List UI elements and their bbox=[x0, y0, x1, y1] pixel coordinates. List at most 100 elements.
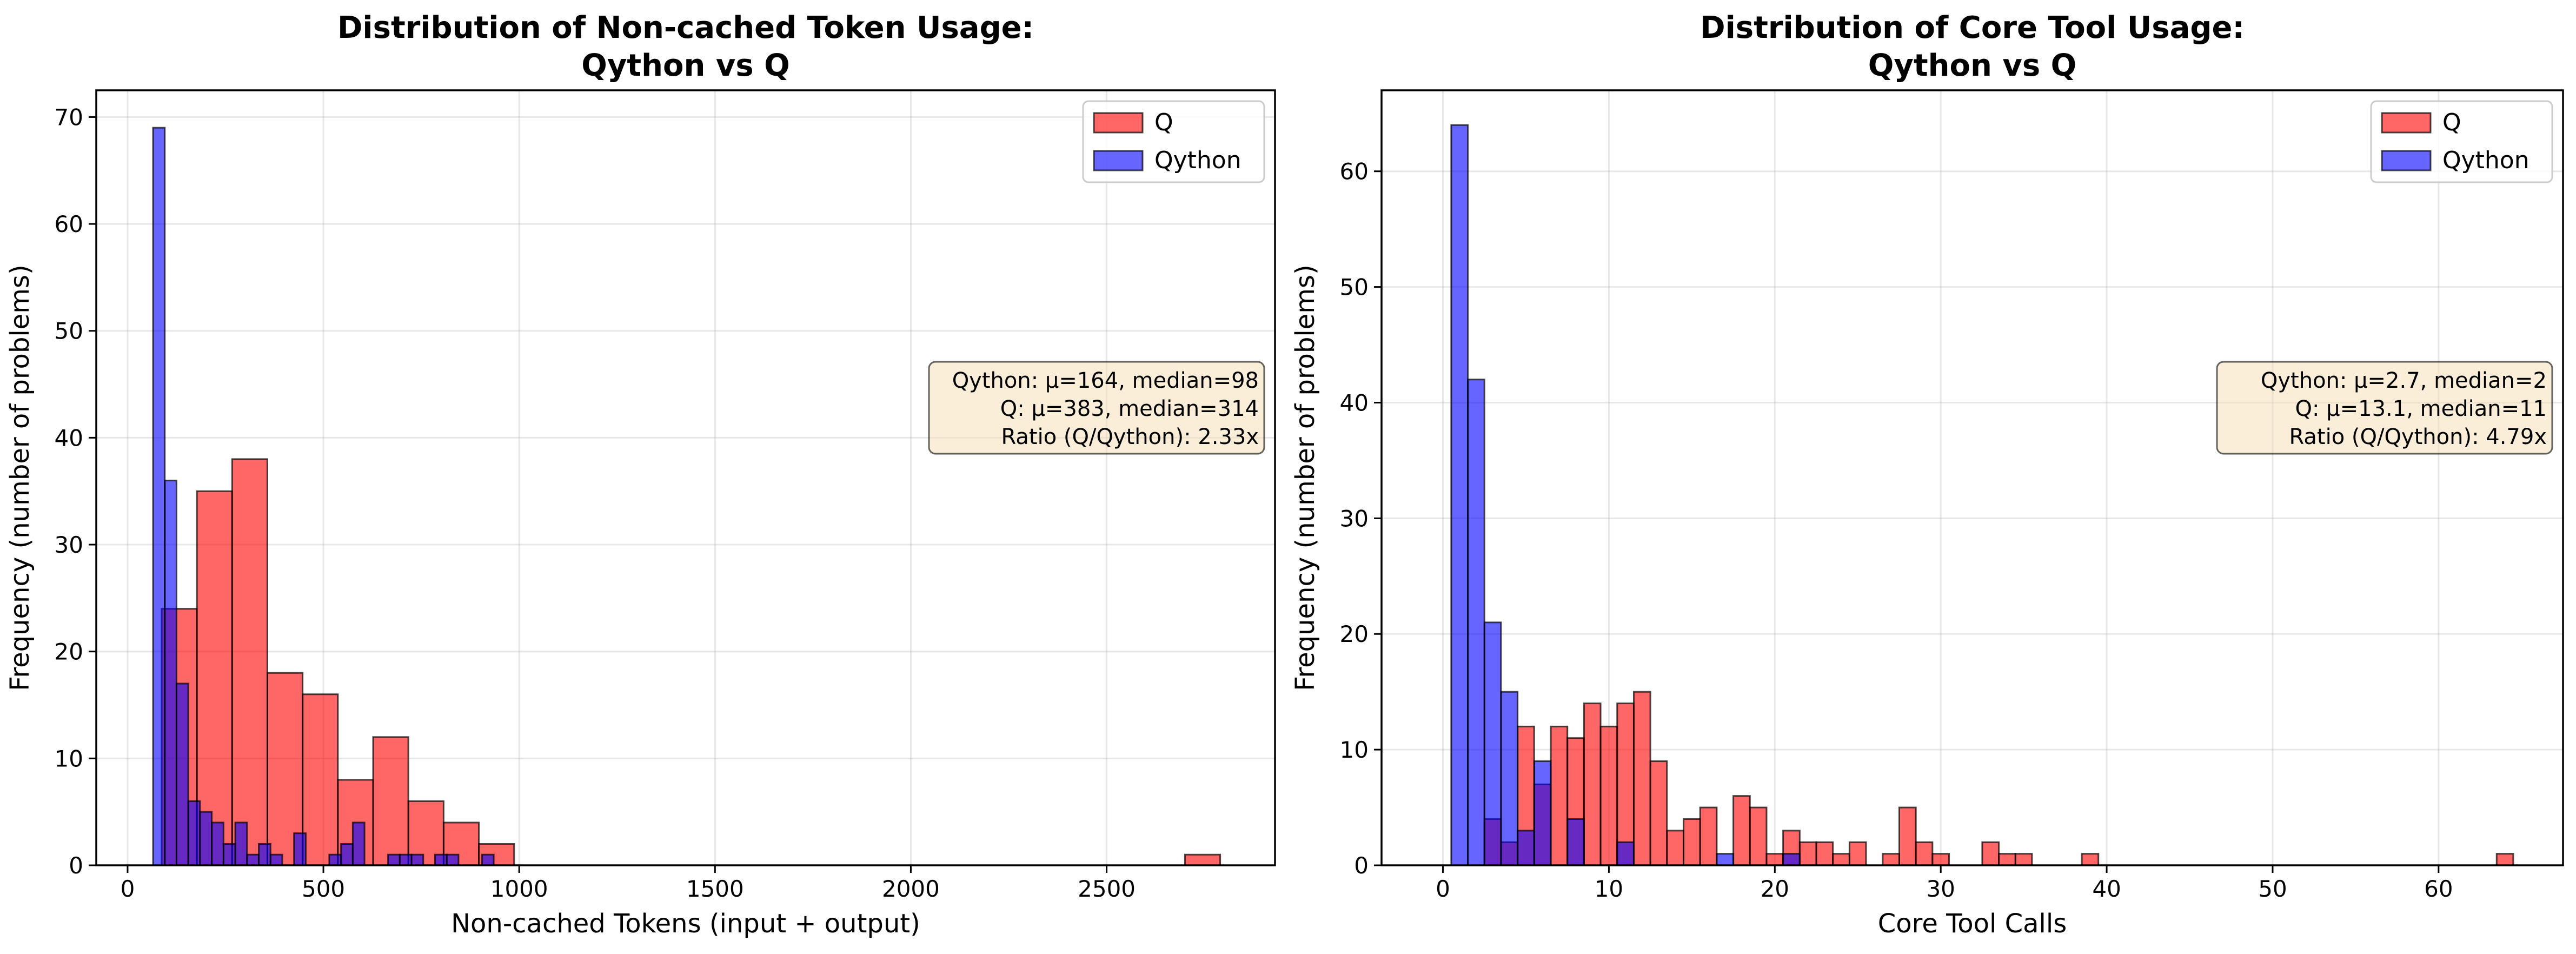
bar-qython bbox=[164, 479, 177, 866]
bar-q bbox=[1998, 853, 2016, 866]
bar-q bbox=[1882, 853, 1900, 866]
bar-qython bbox=[481, 853, 495, 866]
x-axis-label: Core Tool Calls bbox=[1878, 909, 2067, 939]
chart-title-line: Distribution of Non-cached Token Usage: bbox=[337, 10, 1034, 45]
bar-q bbox=[1981, 841, 2000, 866]
bar-q bbox=[1765, 853, 1784, 866]
bar-q bbox=[1848, 841, 1867, 866]
y-tick-label: 20 bbox=[55, 639, 83, 665]
axes-frame bbox=[1380, 89, 2564, 866]
bar-qython bbox=[399, 853, 413, 866]
bar-qython bbox=[446, 853, 460, 866]
x-tick-label: 2000 bbox=[882, 876, 940, 902]
bar-q bbox=[1749, 806, 1768, 866]
bar-qython bbox=[434, 853, 448, 866]
bar-q bbox=[2081, 853, 2100, 866]
bar-q bbox=[1599, 725, 1618, 866]
bar-qython bbox=[340, 843, 354, 866]
x-tick-label: 1000 bbox=[490, 876, 548, 902]
bar-qython bbox=[269, 853, 283, 866]
y-axis-label: Frequency (number of problems) bbox=[1290, 264, 1320, 691]
bar-q bbox=[1649, 760, 1668, 866]
x-tick-label: 30 bbox=[1926, 876, 1955, 902]
bar-qython bbox=[1616, 841, 1635, 866]
x-tick-label: 0 bbox=[1436, 876, 1450, 902]
y-tick-label: 60 bbox=[1340, 158, 1369, 185]
bar-qython bbox=[1483, 621, 1502, 866]
bar-q bbox=[1550, 725, 1569, 866]
y-tick-label: 30 bbox=[55, 532, 83, 558]
bar-qython bbox=[1500, 691, 1519, 866]
bar-qython bbox=[187, 800, 201, 866]
bar-qython bbox=[199, 811, 213, 866]
bar-q bbox=[1931, 853, 1950, 866]
y-tick-label: 50 bbox=[55, 318, 83, 345]
bar-qython bbox=[211, 822, 224, 866]
bar-q bbox=[1915, 841, 1934, 866]
legend-swatch-q bbox=[2381, 112, 2432, 134]
legend-swatch-qython bbox=[1093, 150, 1144, 171]
bar-q bbox=[1583, 703, 1602, 866]
bar-qython bbox=[1450, 124, 1469, 866]
x-tick-label: 60 bbox=[2424, 876, 2453, 902]
bar-qython bbox=[1782, 853, 1801, 866]
stats-line: Ratio (Q/Qython): 4.79x bbox=[2289, 425, 2547, 449]
bar-qython bbox=[293, 832, 307, 866]
legend-swatch-qython bbox=[2381, 150, 2432, 171]
bar-q bbox=[1632, 691, 1651, 866]
y-tick-label: 0 bbox=[1354, 852, 1369, 879]
chart-title-line: Qython vs Q bbox=[581, 48, 790, 83]
bar-q bbox=[1616, 703, 1635, 866]
chart-title-line: Distribution of Core Tool Usage: bbox=[1700, 10, 2245, 45]
bar-qython bbox=[175, 683, 189, 866]
bar-q bbox=[1832, 853, 1850, 866]
bar-q bbox=[1732, 795, 1751, 866]
bar-q bbox=[2495, 853, 2514, 866]
bar-q bbox=[1683, 818, 1701, 866]
y-tick-label: 40 bbox=[55, 425, 83, 451]
axes-frame bbox=[95, 89, 1276, 866]
stats-box bbox=[928, 361, 1265, 455]
y-tick-label: 40 bbox=[1340, 389, 1369, 416]
y-tick-label: 50 bbox=[1340, 274, 1369, 301]
bar-q bbox=[372, 736, 409, 866]
chart-panel-2: 0 10 20 30 40 50 60 0 10 20 30 40 50 60 Core Tool Call… bbox=[1290, 10, 2564, 939]
bar-qython bbox=[234, 822, 248, 866]
x-tick-label: 2500 bbox=[1078, 876, 1136, 902]
bar-qython bbox=[410, 853, 424, 866]
chart-title-line: Qython vs Q bbox=[1868, 48, 2077, 83]
stats-line: Q: μ=383, median=314 bbox=[1000, 396, 1259, 421]
bar-q bbox=[231, 458, 268, 866]
stats-line: Q: μ=13.1, median=11 bbox=[2295, 396, 2547, 421]
stats-line: Qython: μ=164, median=98 bbox=[952, 368, 1259, 393]
legend-label-qython: Qython bbox=[1154, 147, 1241, 174]
legend-label-qython: Qython bbox=[2442, 147, 2529, 174]
y-tick-label: 10 bbox=[1340, 737, 1369, 763]
legend-label-q: Q bbox=[2442, 109, 2461, 136]
stats-line: Ratio (Q/Qython): 2.33x bbox=[1001, 425, 1259, 449]
bar-qython bbox=[1533, 760, 1552, 866]
y-tick-label: 10 bbox=[55, 745, 83, 772]
bar-qython bbox=[328, 853, 342, 866]
stats-line: Qython: μ=2.7, median=2 bbox=[2261, 368, 2547, 393]
y-tick-label: 30 bbox=[1340, 505, 1369, 532]
bar-qython bbox=[258, 843, 271, 866]
bar-q bbox=[1815, 841, 1834, 866]
legend: Q Qython bbox=[2370, 100, 2553, 183]
bar-qython bbox=[1716, 853, 1735, 866]
chart-panel-1: 0 500 1000 1500 2000 2500 0 10 20 30 40 50 60 70 Non-c… bbox=[5, 10, 1276, 939]
x-tick-label: 0 bbox=[121, 876, 135, 902]
bar-qython bbox=[351, 822, 366, 866]
bar-q bbox=[1798, 841, 1817, 866]
bar-qython bbox=[1517, 830, 1535, 866]
series-q bbox=[161, 458, 1221, 866]
series-qython bbox=[1450, 124, 1801, 866]
bar-q bbox=[1699, 806, 1718, 866]
bar-qython bbox=[1467, 379, 1485, 866]
bar-qython bbox=[387, 853, 401, 866]
bar-qython bbox=[246, 853, 260, 866]
x-tick-label: 20 bbox=[1761, 876, 1789, 902]
bar-qython bbox=[222, 843, 236, 866]
legend: Q Qython bbox=[1082, 100, 1265, 183]
bar-q bbox=[1184, 853, 1221, 866]
